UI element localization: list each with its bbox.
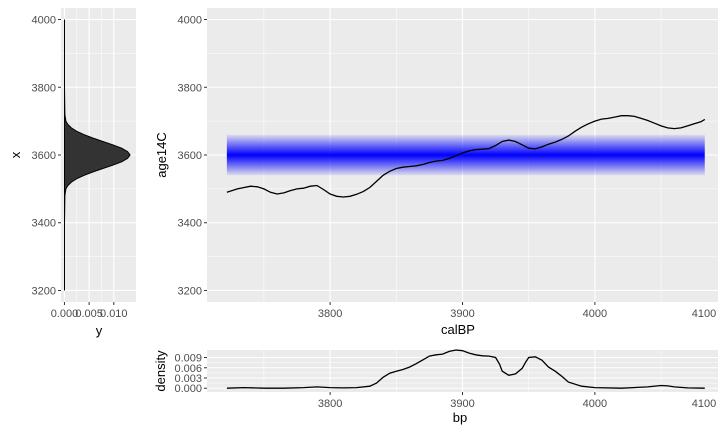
bottom-density-line [226, 349, 705, 389]
bottom-x-tick-label: 3900 [450, 398, 474, 410]
main-x-tick-label: 4000 [583, 308, 607, 320]
main-y-tick-label: 3200 [178, 285, 202, 297]
left-x-tick-label: 0.000 [51, 308, 79, 320]
bottom-y-tick-label: 0.000 [174, 383, 202, 395]
left-y-tick-label: 4000 [32, 15, 56, 27]
left-y-tick-label: 3600 [32, 150, 56, 162]
bottom-x-tick-label: 4100 [692, 398, 716, 410]
left-x-axis-title: y [96, 323, 103, 338]
main-x-tick-label: 3800 [318, 308, 342, 320]
bottom-x-tick-label: 3800 [318, 398, 342, 410]
main-x-axis-title: calBP [441, 322, 475, 337]
bottom-y-tick-label: 0.006 [174, 363, 202, 375]
bottom-gridlines [207, 350, 718, 392]
left-y-tick-label: 3800 [32, 82, 56, 94]
main-y-axis-title: age14C [154, 132, 169, 178]
main-calibration-band [226, 134, 705, 176]
bottom-y-tick-label: 0.009 [174, 353, 202, 365]
main-y-tick-label: 4000 [178, 15, 202, 27]
bottom-y-axis-title: density [153, 350, 168, 392]
main-series-line [226, 115, 706, 198]
main-panel: 3800 3900 4000 4100 3200 3400 3600 3800 4000 cal… [154, 8, 718, 337]
left-y-tick-label: 3200 [32, 285, 56, 297]
main-x-tick-label: 3900 [450, 308, 474, 320]
left-density-area [64, 19, 131, 291]
left-x-tick-label: 0.005 [75, 308, 103, 320]
main-x-tick-label: 4100 [692, 308, 716, 320]
bottom-y-tick-label: 0.003 [174, 373, 202, 385]
left-x-tick-label: 0.010 [100, 308, 128, 320]
left-y-axis-title: x [8, 151, 23, 158]
main-axis-ticks: 3800 3900 4000 4100 3200 3400 3600 3800 4000 [178, 15, 717, 320]
main-y-tick-label: 3800 [178, 82, 202, 94]
main-y-tick-label: 3600 [178, 150, 202, 162]
bottom-x-axis-title: bp [453, 410, 467, 425]
bottom-x-tick-label: 4000 [583, 398, 607, 410]
main-y-tick-label: 3400 [178, 218, 202, 230]
left-y-tick-label: 3400 [32, 218, 56, 230]
